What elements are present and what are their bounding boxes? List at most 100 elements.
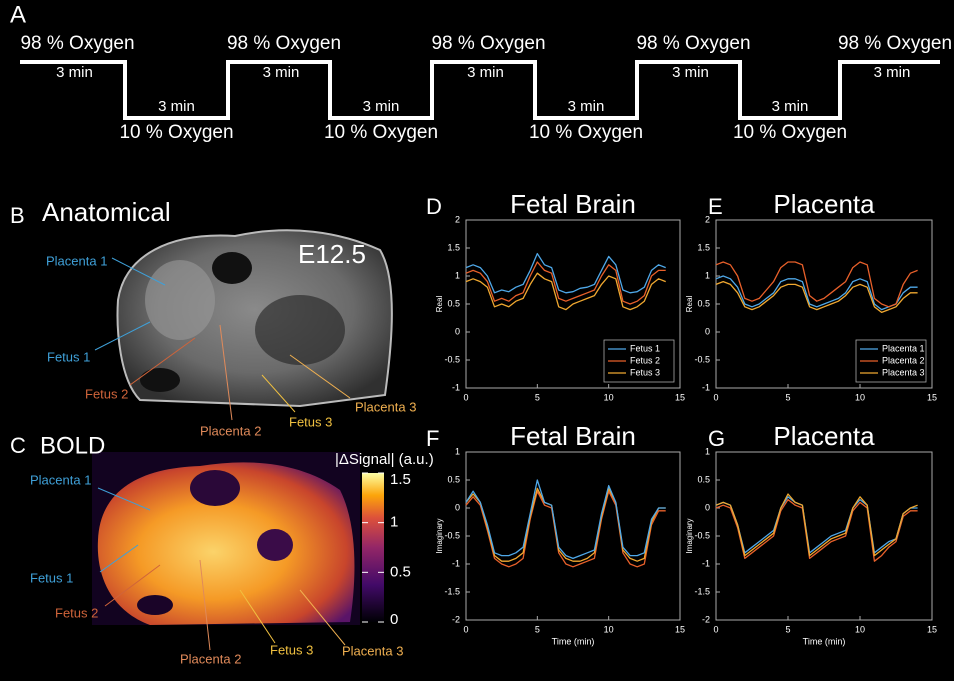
oxygen-step (20, 60, 940, 120)
annotation-label: Fetus 2 (55, 605, 98, 620)
y-tick-label: -0.5 (694, 530, 710, 540)
y-tick-label: -0.5 (444, 530, 460, 540)
leader-line (289, 354, 351, 399)
stage-label: E12.5 (298, 239, 366, 269)
condition-label: 10 % Oxygen (733, 122, 847, 143)
bold-image (92, 452, 360, 625)
x-axis-label: Time (min) (552, 636, 595, 646)
series-line (465, 252, 666, 294)
panel-label: G (708, 426, 725, 451)
panel-label: D (426, 194, 442, 219)
annotation-label: Placenta 2 (200, 423, 261, 438)
x-tick-label: 5 (535, 392, 540, 402)
legend-label: Placenta 1 (882, 343, 925, 353)
series-line (715, 496, 918, 554)
series-line (715, 280, 918, 314)
leader-line (219, 324, 233, 421)
leader-line (97, 487, 151, 511)
image-title: Anatomical (42, 197, 171, 227)
x-tick-label: 10 (604, 392, 614, 402)
y-tick-label: -2 (702, 614, 710, 624)
leader-line (104, 564, 161, 607)
y-tick-label: -2 (452, 614, 460, 624)
series-line (715, 261, 918, 308)
duration-label: 3 min (363, 98, 400, 115)
x-tick-label: 5 (785, 624, 790, 634)
y-tick-label: -0.5 (444, 354, 460, 364)
y-axis-label: Real (685, 296, 694, 313)
y-tick-label: -1 (452, 558, 460, 568)
y-tick-label: -1.5 (694, 586, 710, 596)
leader-line (199, 559, 211, 651)
y-tick-label: 1 (705, 446, 710, 456)
x-tick-label: 0 (463, 392, 468, 402)
panel-label: E (708, 194, 723, 219)
x-tick-label: 15 (675, 392, 685, 402)
colorbar (362, 473, 384, 622)
x-tick-label: 0 (713, 624, 718, 634)
chart-title: Fetal Brain (510, 421, 636, 451)
legend-label: Placenta 2 (882, 355, 925, 365)
duration-label: 3 min (874, 64, 911, 81)
duration-label: 3 min (467, 64, 504, 81)
y-tick-label: 0 (455, 326, 460, 336)
y-tick-label: 1.5 (447, 242, 460, 252)
duration-label: 3 min (772, 98, 809, 115)
chart-title: Placenta (773, 421, 875, 451)
x-tick-label: 10 (855, 624, 865, 634)
series-line (465, 272, 666, 311)
y-tick-label: 0.5 (697, 474, 710, 484)
colorbar-label: |ΔSignal| (a.u.) (335, 451, 434, 468)
series-line (465, 490, 666, 568)
y-tick-label: 1.5 (697, 242, 710, 252)
y-tick-label: 0 (705, 502, 710, 512)
colorbar-tick-label: 0 (390, 611, 398, 628)
y-tick-label: 0.5 (697, 298, 710, 308)
y-tick-label: -0.5 (694, 354, 710, 364)
colorbar-tick-label: 0.5 (390, 563, 411, 580)
annotation-label: Placenta 2 (180, 651, 241, 666)
annotation-label: Fetus 1 (47, 349, 90, 364)
series-line (465, 479, 666, 560)
y-tick-label: -1 (702, 382, 710, 392)
annotation-label: Placenta 1 (46, 253, 107, 268)
x-tick-label: 0 (463, 624, 468, 634)
x-tick-label: 5 (785, 392, 790, 402)
panel-label: C (10, 433, 26, 458)
y-tick-label: 1 (455, 270, 460, 280)
y-tick-label: 2 (705, 214, 710, 224)
annotation-label: Fetus 1 (30, 570, 73, 585)
y-tick-label: 0.5 (447, 474, 460, 484)
leader-line (299, 589, 346, 646)
annotation-label: Fetus 3 (270, 642, 313, 657)
x-tick-label: 0 (713, 392, 718, 402)
annotation-label: Placenta 3 (342, 643, 403, 658)
annotation-label: Placenta 3 (355, 399, 416, 414)
legend-label: Fetus 3 (630, 367, 660, 377)
x-axis-label: Time (min) (803, 636, 846, 646)
y-tick-label: -1 (702, 558, 710, 568)
colorbar-tick-label: 1.5 (390, 471, 411, 488)
x-tick-label: 15 (927, 392, 937, 402)
y-tick-label: 0 (705, 326, 710, 336)
y-tick-label: -1.5 (444, 586, 460, 596)
image-title: BOLD (40, 432, 105, 459)
condition-label: 10 % Oxygen (324, 122, 438, 143)
leader-line (99, 544, 139, 573)
x-tick-label: 5 (535, 624, 540, 634)
series-line (715, 493, 918, 557)
condition-label: 98 % Oxygen (20, 33, 134, 54)
x-tick-label: 10 (855, 392, 865, 402)
leader-line (94, 321, 151, 351)
anatomical-image (116, 229, 393, 408)
y-tick-label: 2 (455, 214, 460, 224)
condition-label: 98 % Oxygen (838, 33, 952, 54)
y-tick-label: 0 (455, 502, 460, 512)
condition-label: 98 % Oxygen (227, 33, 341, 54)
panel-label: F (426, 426, 439, 451)
panel-label: B (10, 203, 25, 228)
condition-label: 10 % Oxygen (529, 122, 643, 143)
x-tick-label: 15 (675, 624, 685, 634)
series-line (465, 261, 666, 305)
